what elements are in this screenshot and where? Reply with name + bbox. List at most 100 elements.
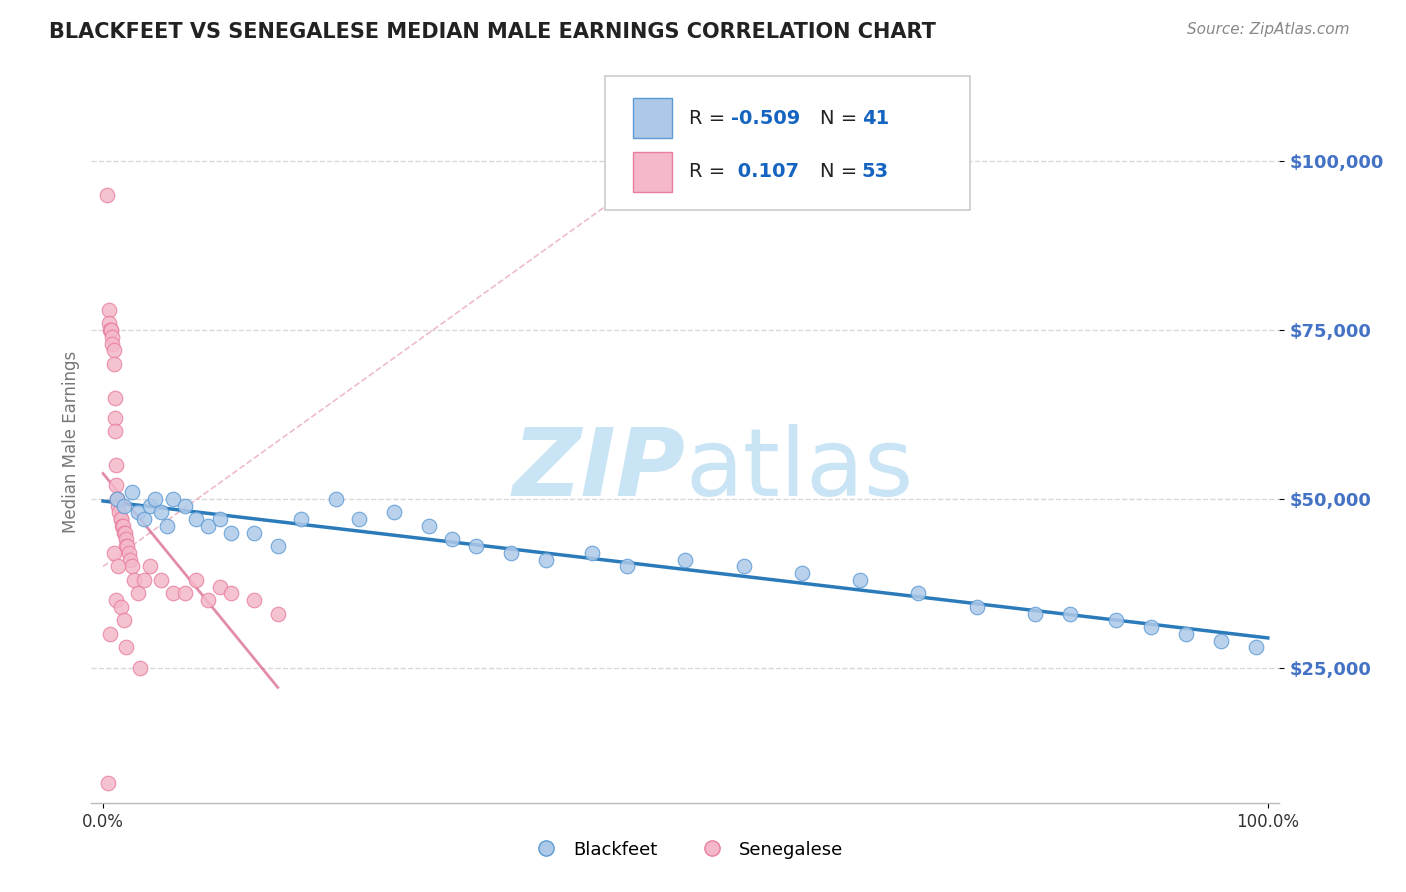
Point xyxy=(121,485,143,500)
Point xyxy=(197,593,219,607)
Point xyxy=(325,491,347,506)
Point xyxy=(115,533,138,547)
Point xyxy=(243,593,266,607)
Point xyxy=(100,323,122,337)
Point xyxy=(150,573,173,587)
Point xyxy=(581,546,603,560)
Point xyxy=(98,323,121,337)
Point xyxy=(112,614,135,628)
Point xyxy=(105,491,128,506)
Y-axis label: Median Male Earnings: Median Male Earnings xyxy=(62,351,80,533)
Point xyxy=(97,302,120,317)
Point xyxy=(1211,633,1233,648)
Text: BLACKFEET VS SENEGALESE MEDIAN MALE EARNINGS CORRELATION CHART: BLACKFEET VS SENEGALESE MEDIAN MALE EARN… xyxy=(49,22,936,42)
Point xyxy=(138,499,160,513)
Point xyxy=(96,188,118,202)
Point xyxy=(112,499,135,513)
Point xyxy=(115,539,138,553)
Point xyxy=(156,519,179,533)
Point xyxy=(101,336,124,351)
Point xyxy=(499,546,522,560)
Point xyxy=(849,573,872,587)
Point xyxy=(173,586,195,600)
Point xyxy=(110,512,132,526)
Point xyxy=(162,491,184,506)
Point xyxy=(150,505,173,519)
Point xyxy=(267,607,290,621)
Point xyxy=(132,512,155,526)
Point xyxy=(219,525,242,540)
Text: 41: 41 xyxy=(862,109,889,128)
Point xyxy=(103,357,125,371)
Point xyxy=(97,775,120,789)
Text: atlas: atlas xyxy=(685,425,914,516)
Text: Source: ZipAtlas.com: Source: ZipAtlas.com xyxy=(1187,22,1350,37)
Point xyxy=(97,317,120,331)
Point xyxy=(100,323,122,337)
Point xyxy=(534,552,557,566)
Point xyxy=(186,573,208,587)
Point xyxy=(121,559,143,574)
Point xyxy=(145,491,167,506)
Point xyxy=(103,343,125,358)
Point xyxy=(117,539,139,553)
Point xyxy=(104,425,127,439)
Point xyxy=(127,505,149,519)
Point xyxy=(1059,607,1081,621)
Point xyxy=(733,559,755,574)
Point xyxy=(104,458,127,472)
Point xyxy=(441,533,464,547)
Point xyxy=(173,499,195,513)
Point xyxy=(98,627,121,641)
Point xyxy=(107,499,129,513)
Point xyxy=(382,505,405,519)
Text: R =: R = xyxy=(689,109,731,128)
Point xyxy=(118,552,141,566)
Point xyxy=(111,519,134,533)
Point xyxy=(108,505,131,519)
Point xyxy=(104,411,127,425)
Point xyxy=(208,512,231,526)
Point xyxy=(349,512,371,526)
Point xyxy=(104,593,127,607)
Point xyxy=(966,599,988,614)
Text: 53: 53 xyxy=(862,162,889,181)
Point xyxy=(105,491,128,506)
Text: N =: N = xyxy=(820,162,863,181)
Point xyxy=(1140,620,1163,634)
Point xyxy=(219,586,242,600)
Point xyxy=(112,525,135,540)
Point xyxy=(110,512,132,526)
Point xyxy=(101,330,124,344)
Point xyxy=(111,519,134,533)
Point xyxy=(197,519,219,533)
Point xyxy=(115,640,138,655)
Point xyxy=(243,525,266,540)
Point xyxy=(907,586,929,600)
Point xyxy=(104,391,127,405)
Text: ZIP: ZIP xyxy=(513,425,685,516)
Point xyxy=(104,478,127,492)
Legend: Blackfeet, Senegalese: Blackfeet, Senegalese xyxy=(520,834,851,866)
Point xyxy=(107,559,129,574)
Point xyxy=(162,586,184,600)
Point xyxy=(790,566,813,581)
Text: N =: N = xyxy=(820,109,863,128)
Point xyxy=(127,586,149,600)
Point xyxy=(673,552,696,566)
Point xyxy=(110,599,132,614)
Text: R =: R = xyxy=(689,162,731,181)
Point xyxy=(132,573,155,587)
Point xyxy=(616,559,638,574)
Text: 0.107: 0.107 xyxy=(731,162,799,181)
Point xyxy=(1244,640,1267,655)
Point xyxy=(129,661,152,675)
Point xyxy=(118,546,141,560)
Point xyxy=(124,573,146,587)
Text: -0.509: -0.509 xyxy=(731,109,800,128)
Point xyxy=(464,539,486,553)
Point xyxy=(1175,627,1198,641)
Point xyxy=(418,519,440,533)
Point xyxy=(1105,614,1128,628)
Point xyxy=(290,512,312,526)
